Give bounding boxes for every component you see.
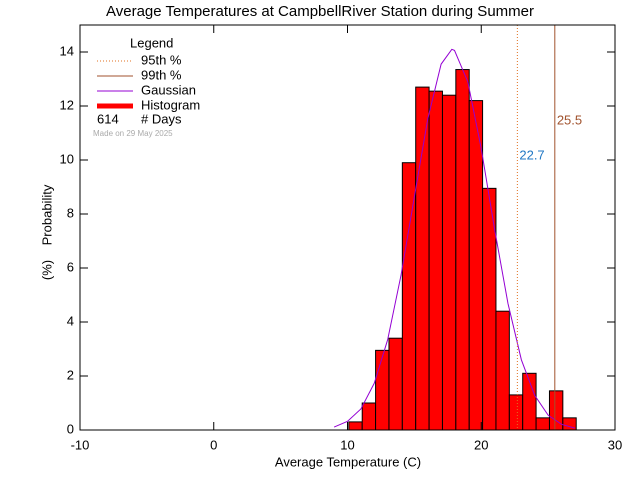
- percentile-label: 25.5: [557, 112, 582, 127]
- chart-title: Average Temperatures at CampbellRiver St…: [106, 3, 534, 20]
- y-tick-label: 12: [60, 97, 74, 112]
- histogram-bar: [508, 394, 524, 431]
- y-tick-label: 8: [67, 205, 74, 220]
- y-tick-label: 14: [60, 43, 74, 58]
- histogram-bar: [468, 100, 484, 431]
- histogram-bar: [388, 337, 403, 431]
- legend-label: 99th %: [141, 67, 182, 82]
- percentile-label: 22.7: [519, 147, 544, 162]
- histogram-bar: [455, 69, 470, 431]
- y-tick-label: 4: [67, 313, 74, 328]
- x-tick-label: 30: [608, 437, 622, 452]
- histogram-bar: [428, 90, 443, 431]
- legend-title: Legend: [130, 35, 173, 50]
- histogram-bar: [375, 349, 390, 431]
- y-tick-label: 6: [67, 259, 74, 274]
- x-tick-label: 20: [474, 437, 488, 452]
- gaussian-curve: [333, 48, 576, 429]
- legend-days-label: # Days: [141, 111, 182, 126]
- x-tick-label: 0: [210, 437, 217, 452]
- y-tick-label: 10: [60, 151, 74, 166]
- legend-days-count: 614: [97, 111, 119, 126]
- y-axis-label: Probability: [39, 184, 54, 245]
- y-tick-label: 2: [67, 367, 74, 382]
- x-axis-label: Average Temperature (C): [275, 454, 421, 469]
- y-tick-label: 0: [67, 421, 74, 436]
- histogram-bar: [348, 421, 363, 431]
- legend-label: 95th %: [141, 52, 182, 67]
- histogram-bar: [441, 94, 457, 431]
- x-tick-label: -10: [71, 437, 90, 452]
- histogram-bar: [415, 86, 430, 431]
- x-tick-label: 10: [340, 437, 354, 452]
- made-on-note: Made on 29 May 2025: [93, 129, 173, 138]
- y-axis-unit: (%): [39, 260, 54, 280]
- histogram-bar: [361, 402, 377, 431]
- legend-label: Histogram: [141, 97, 200, 112]
- histogram-bar: [535, 417, 550, 431]
- legend-label: Gaussian: [141, 82, 196, 97]
- histogram-bar: [495, 310, 510, 431]
